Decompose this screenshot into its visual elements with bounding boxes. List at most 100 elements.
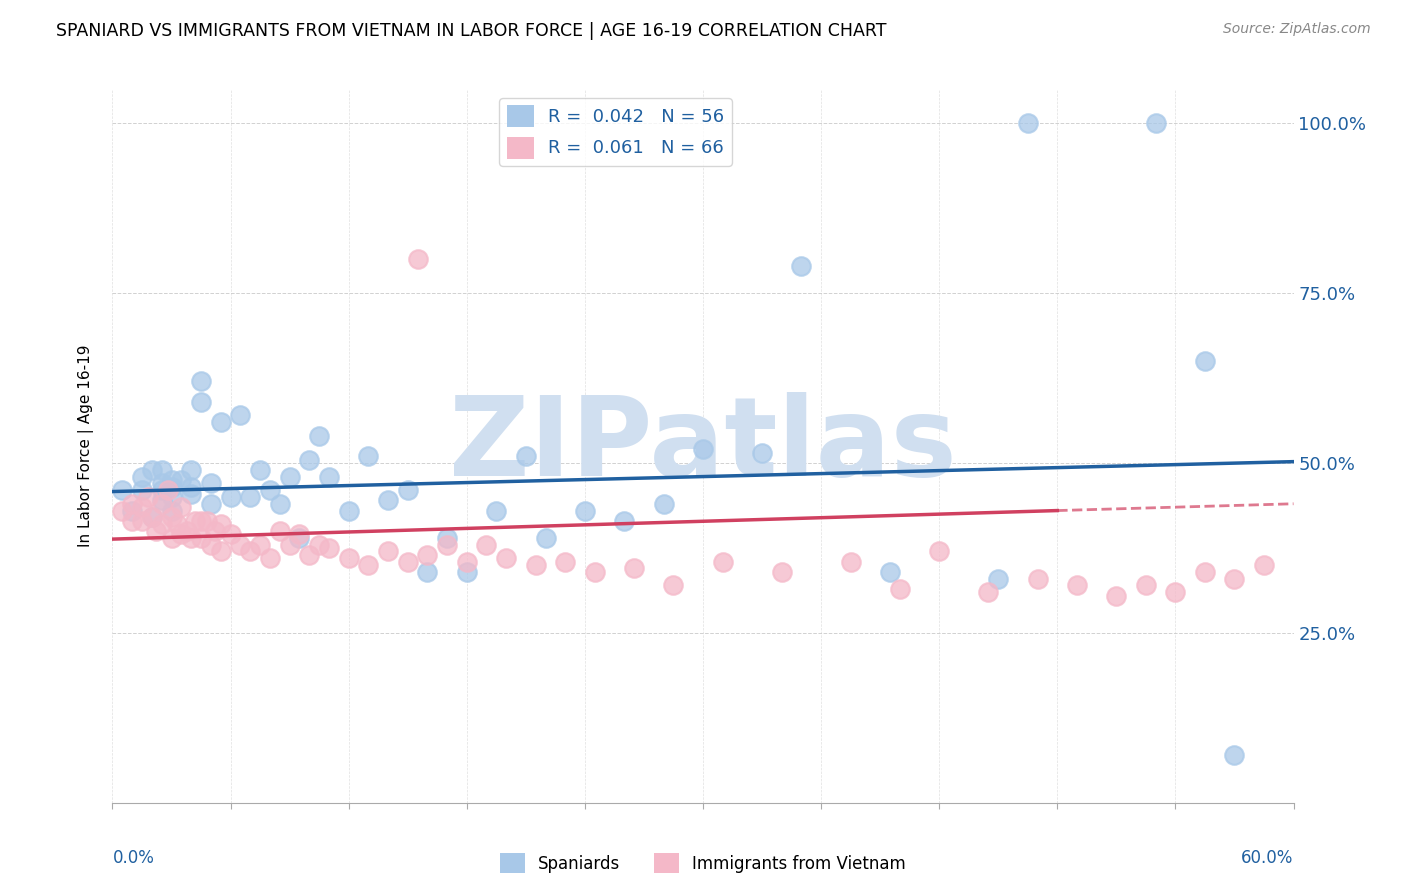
Point bbox=[209, 415, 232, 429]
Point bbox=[416, 565, 439, 579]
Point bbox=[475, 537, 498, 551]
Point bbox=[121, 497, 143, 511]
Point bbox=[160, 490, 183, 504]
Point bbox=[136, 490, 159, 504]
Point bbox=[337, 551, 360, 566]
Y-axis label: In Labor Force | Age 16-19: In Labor Force | Age 16-19 bbox=[77, 344, 94, 548]
Point bbox=[195, 514, 218, 528]
Point bbox=[337, 503, 360, 517]
Point bbox=[1194, 354, 1216, 368]
Point bbox=[711, 555, 734, 569]
Point bbox=[515, 449, 537, 463]
Point bbox=[889, 582, 911, 596]
Point bbox=[623, 561, 645, 575]
Point bbox=[583, 565, 606, 579]
Point bbox=[928, 544, 950, 558]
Text: ZIPatlas: ZIPatlas bbox=[449, 392, 957, 500]
Point bbox=[150, 483, 173, 498]
Point bbox=[141, 510, 163, 524]
Point bbox=[184, 514, 207, 528]
Point bbox=[131, 514, 153, 528]
Point bbox=[377, 493, 399, 508]
Point bbox=[396, 483, 419, 498]
Point bbox=[170, 500, 193, 515]
Point bbox=[219, 490, 242, 504]
Point bbox=[190, 394, 212, 409]
Point bbox=[121, 503, 143, 517]
Point bbox=[1144, 116, 1167, 130]
Point bbox=[495, 551, 517, 566]
Point bbox=[190, 375, 212, 389]
Point bbox=[1223, 572, 1246, 586]
Point bbox=[150, 463, 173, 477]
Point bbox=[229, 409, 252, 423]
Point bbox=[190, 531, 212, 545]
Point bbox=[485, 503, 508, 517]
Legend: R =  0.042   N = 56, R =  0.061   N = 66: R = 0.042 N = 56, R = 0.061 N = 66 bbox=[499, 98, 731, 166]
Point bbox=[278, 537, 301, 551]
Point bbox=[790, 259, 813, 273]
Point bbox=[1194, 565, 1216, 579]
Point bbox=[456, 555, 478, 569]
Point bbox=[436, 531, 458, 545]
Point bbox=[160, 473, 183, 487]
Point bbox=[751, 446, 773, 460]
Point bbox=[209, 517, 232, 532]
Point bbox=[111, 503, 134, 517]
Point bbox=[770, 565, 793, 579]
Point bbox=[150, 476, 173, 491]
Point bbox=[200, 537, 222, 551]
Point bbox=[308, 537, 330, 551]
Point bbox=[249, 463, 271, 477]
Point bbox=[131, 483, 153, 498]
Point bbox=[121, 514, 143, 528]
Text: Source: ZipAtlas.com: Source: ZipAtlas.com bbox=[1223, 22, 1371, 37]
Point bbox=[396, 555, 419, 569]
Point bbox=[166, 517, 188, 532]
Text: 60.0%: 60.0% bbox=[1241, 849, 1294, 867]
Point bbox=[298, 548, 321, 562]
Point bbox=[554, 555, 576, 569]
Point bbox=[574, 503, 596, 517]
Point bbox=[269, 497, 291, 511]
Point bbox=[160, 510, 183, 524]
Point bbox=[879, 565, 901, 579]
Point bbox=[150, 493, 173, 508]
Point bbox=[160, 503, 183, 517]
Point bbox=[524, 558, 547, 572]
Point bbox=[278, 469, 301, 483]
Point bbox=[1135, 578, 1157, 592]
Point bbox=[692, 442, 714, 457]
Point bbox=[1223, 748, 1246, 763]
Point bbox=[141, 510, 163, 524]
Point bbox=[239, 544, 262, 558]
Point bbox=[176, 524, 198, 538]
Point bbox=[259, 483, 281, 498]
Point bbox=[1066, 578, 1088, 592]
Point bbox=[987, 572, 1010, 586]
Point bbox=[318, 469, 340, 483]
Point bbox=[1017, 116, 1039, 130]
Point bbox=[131, 469, 153, 483]
Point bbox=[269, 524, 291, 538]
Point bbox=[141, 463, 163, 477]
Point bbox=[1253, 558, 1275, 572]
Point bbox=[357, 558, 380, 572]
Point bbox=[200, 476, 222, 491]
Point bbox=[150, 517, 173, 532]
Point bbox=[534, 531, 557, 545]
Point bbox=[318, 541, 340, 555]
Point bbox=[145, 524, 167, 538]
Point bbox=[1164, 585, 1187, 599]
Point bbox=[200, 497, 222, 511]
Point bbox=[156, 483, 179, 498]
Point bbox=[1105, 589, 1128, 603]
Point bbox=[239, 490, 262, 504]
Point bbox=[288, 527, 311, 541]
Point bbox=[977, 585, 1000, 599]
Point bbox=[456, 565, 478, 579]
Point bbox=[180, 463, 202, 477]
Point bbox=[180, 486, 202, 500]
Point bbox=[1026, 572, 1049, 586]
Point bbox=[111, 483, 134, 498]
